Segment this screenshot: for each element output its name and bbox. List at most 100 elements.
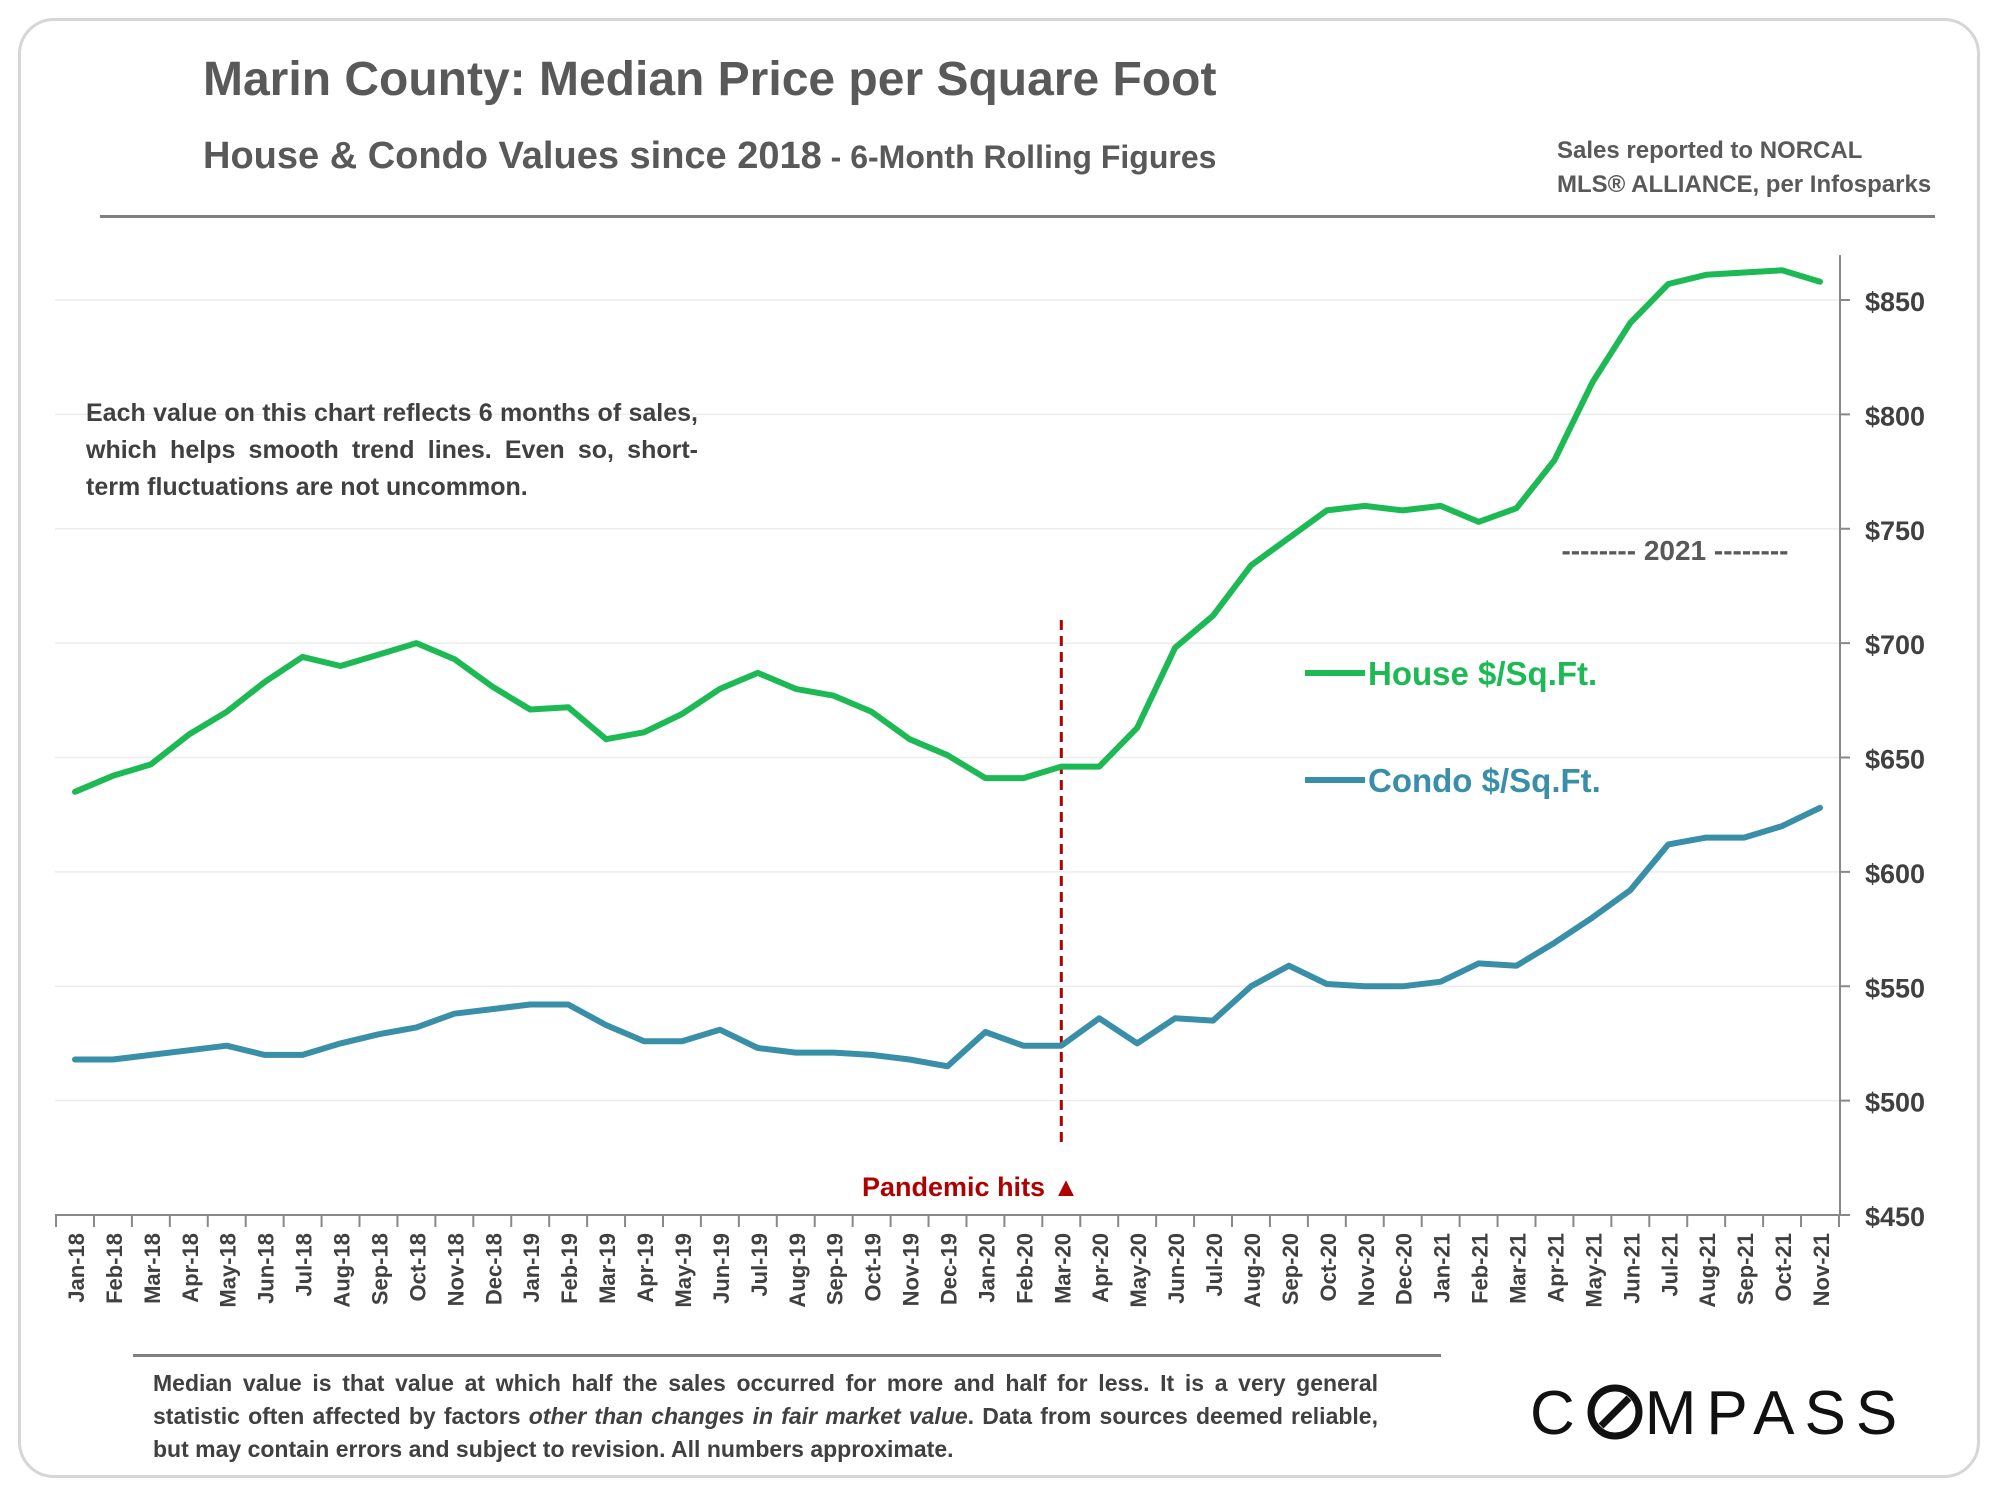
y-tick-label: $850 xyxy=(1865,287,1925,317)
x-tick-label: Jul-20 xyxy=(1202,1233,1227,1297)
x-tick-label: Nov-20 xyxy=(1354,1233,1379,1306)
data-point-house xyxy=(1249,563,1253,567)
x-tick-label: Feb-18 xyxy=(102,1233,127,1304)
data-point-house xyxy=(832,694,836,698)
data-point-condo xyxy=(908,1057,912,1061)
data-point-condo xyxy=(1021,1044,1025,1048)
data-point-house xyxy=(1325,508,1329,512)
data-point-house xyxy=(756,671,760,675)
data-point-house xyxy=(983,776,987,780)
data-point-condo xyxy=(983,1030,987,1034)
data-point-house xyxy=(794,687,798,691)
data-point-house xyxy=(946,753,949,757)
data-point-house xyxy=(301,655,305,659)
subtitle-tail: - 6-Month Rolling Figures xyxy=(821,139,1217,175)
x-tick-label: Sep-19 xyxy=(823,1233,848,1305)
x-tick-label: Apr-20 xyxy=(1088,1233,1113,1303)
x-tick-label: Mar-18 xyxy=(140,1233,165,1304)
y-tick-label: $800 xyxy=(1865,401,1925,431)
data-point-condo xyxy=(1780,824,1784,828)
data-point-house xyxy=(1363,504,1367,508)
data-point-condo xyxy=(680,1039,684,1043)
x-tick-label: Jan-21 xyxy=(1430,1233,1455,1303)
data-point-house xyxy=(414,641,418,645)
data-point-house xyxy=(1173,646,1177,650)
data-point-condo xyxy=(832,1051,836,1055)
y-tick-label: $650 xyxy=(1865,745,1925,775)
data-point-condo xyxy=(73,1057,77,1061)
x-tick-label: Sep-20 xyxy=(1278,1233,1303,1305)
data-point-condo xyxy=(263,1053,267,1057)
data-point-condo xyxy=(1135,1041,1139,1045)
data-point-condo xyxy=(756,1046,760,1050)
series-line-house xyxy=(72,267,1823,795)
data-source-note: Sales reported to NORCAL MLS® ALLIANCE, … xyxy=(1557,134,1931,202)
data-point-condo xyxy=(452,1012,456,1016)
data-point-house xyxy=(225,710,229,714)
disclaimer-italic: other than changes in fair market value xyxy=(528,1403,968,1429)
x-tick-label: Nov-19 xyxy=(899,1233,924,1306)
data-point-house xyxy=(870,710,874,714)
x-tick-label: Nov-21 xyxy=(1809,1233,1834,1306)
data-point-house xyxy=(376,653,380,657)
x-tick-label: Jan-19 xyxy=(519,1233,544,1303)
data-point-condo xyxy=(1818,806,1822,810)
data-point-condo xyxy=(187,1048,191,1052)
x-tick-label: Jan-18 xyxy=(64,1233,89,1303)
data-point-house xyxy=(111,774,115,778)
x-tick-label: Dec-20 xyxy=(1392,1233,1417,1305)
x-tick-label: Mar-21 xyxy=(1506,1233,1531,1304)
x-tick-label: Sep-21 xyxy=(1733,1233,1758,1305)
chart-frame xyxy=(18,18,1980,1478)
data-point-condo xyxy=(111,1057,115,1061)
data-point-condo xyxy=(1704,836,1708,840)
data-point-condo xyxy=(1059,1044,1063,1048)
x-tick-label: Oct-20 xyxy=(1316,1233,1341,1301)
data-point-house xyxy=(1704,273,1708,277)
disclaimer-part-2: . Data from sources deemed reliable, but… xyxy=(153,1403,1378,1462)
data-point-condo xyxy=(794,1051,798,1055)
logo-text-start: C xyxy=(1530,1379,1585,1448)
y-tick-label: $750 xyxy=(1865,516,1925,546)
data-point-condo xyxy=(1477,961,1481,965)
data-point-condo xyxy=(528,1003,532,1007)
data-point-house xyxy=(1211,614,1215,618)
data-point-house xyxy=(149,762,153,766)
compass-o-icon xyxy=(1587,1384,1643,1440)
x-tick-label: Apr-19 xyxy=(633,1233,658,1303)
data-point-house xyxy=(1439,504,1443,508)
data-point-condo xyxy=(1666,842,1670,846)
data-point-condo xyxy=(1325,982,1329,986)
x-tick-label: Feb-21 xyxy=(1468,1233,1493,1304)
data-point-condo xyxy=(1552,941,1556,945)
x-tick-label: Aug-18 xyxy=(330,1233,355,1308)
data-point-house xyxy=(1059,765,1063,769)
x-tick-label: Aug-21 xyxy=(1695,1233,1720,1308)
data-point-condo xyxy=(339,1041,343,1045)
x-tick-label: Jun-20 xyxy=(1164,1233,1189,1304)
data-point-house xyxy=(1135,726,1139,730)
header-divider xyxy=(100,215,1935,218)
x-tick-label: Jun-19 xyxy=(709,1233,734,1304)
x-tick-label: Dec-19 xyxy=(937,1233,962,1305)
data-point-condo xyxy=(566,1003,570,1007)
logo-text-end: MPASS xyxy=(1644,1379,1908,1448)
data-point-house xyxy=(452,657,456,661)
legend-label: House $/Sq.Ft. xyxy=(1368,655,1597,692)
data-point-house xyxy=(339,664,343,668)
chart-note: Each value on this chart reflects 6 mont… xyxy=(86,399,698,501)
x-tick-label: Oct-19 xyxy=(861,1233,886,1301)
data-point-house xyxy=(1666,282,1670,286)
data-point-condo xyxy=(1173,1016,1177,1020)
data-point-house xyxy=(490,685,494,689)
footer-divider xyxy=(133,1354,1441,1357)
x-tick-label: May-21 xyxy=(1581,1233,1606,1308)
x-tick-label: May-18 xyxy=(216,1233,241,1308)
x-tick-label: Nov-18 xyxy=(443,1233,468,1306)
x-tick-label: Apr-18 xyxy=(178,1233,203,1303)
pandemic-label: Pandemic hits ▲ xyxy=(862,1172,1079,1202)
data-point-condo xyxy=(1249,984,1253,988)
data-point-house xyxy=(187,733,191,737)
disclaimer-part-1: Median value is that value at which half… xyxy=(153,1370,1378,1429)
